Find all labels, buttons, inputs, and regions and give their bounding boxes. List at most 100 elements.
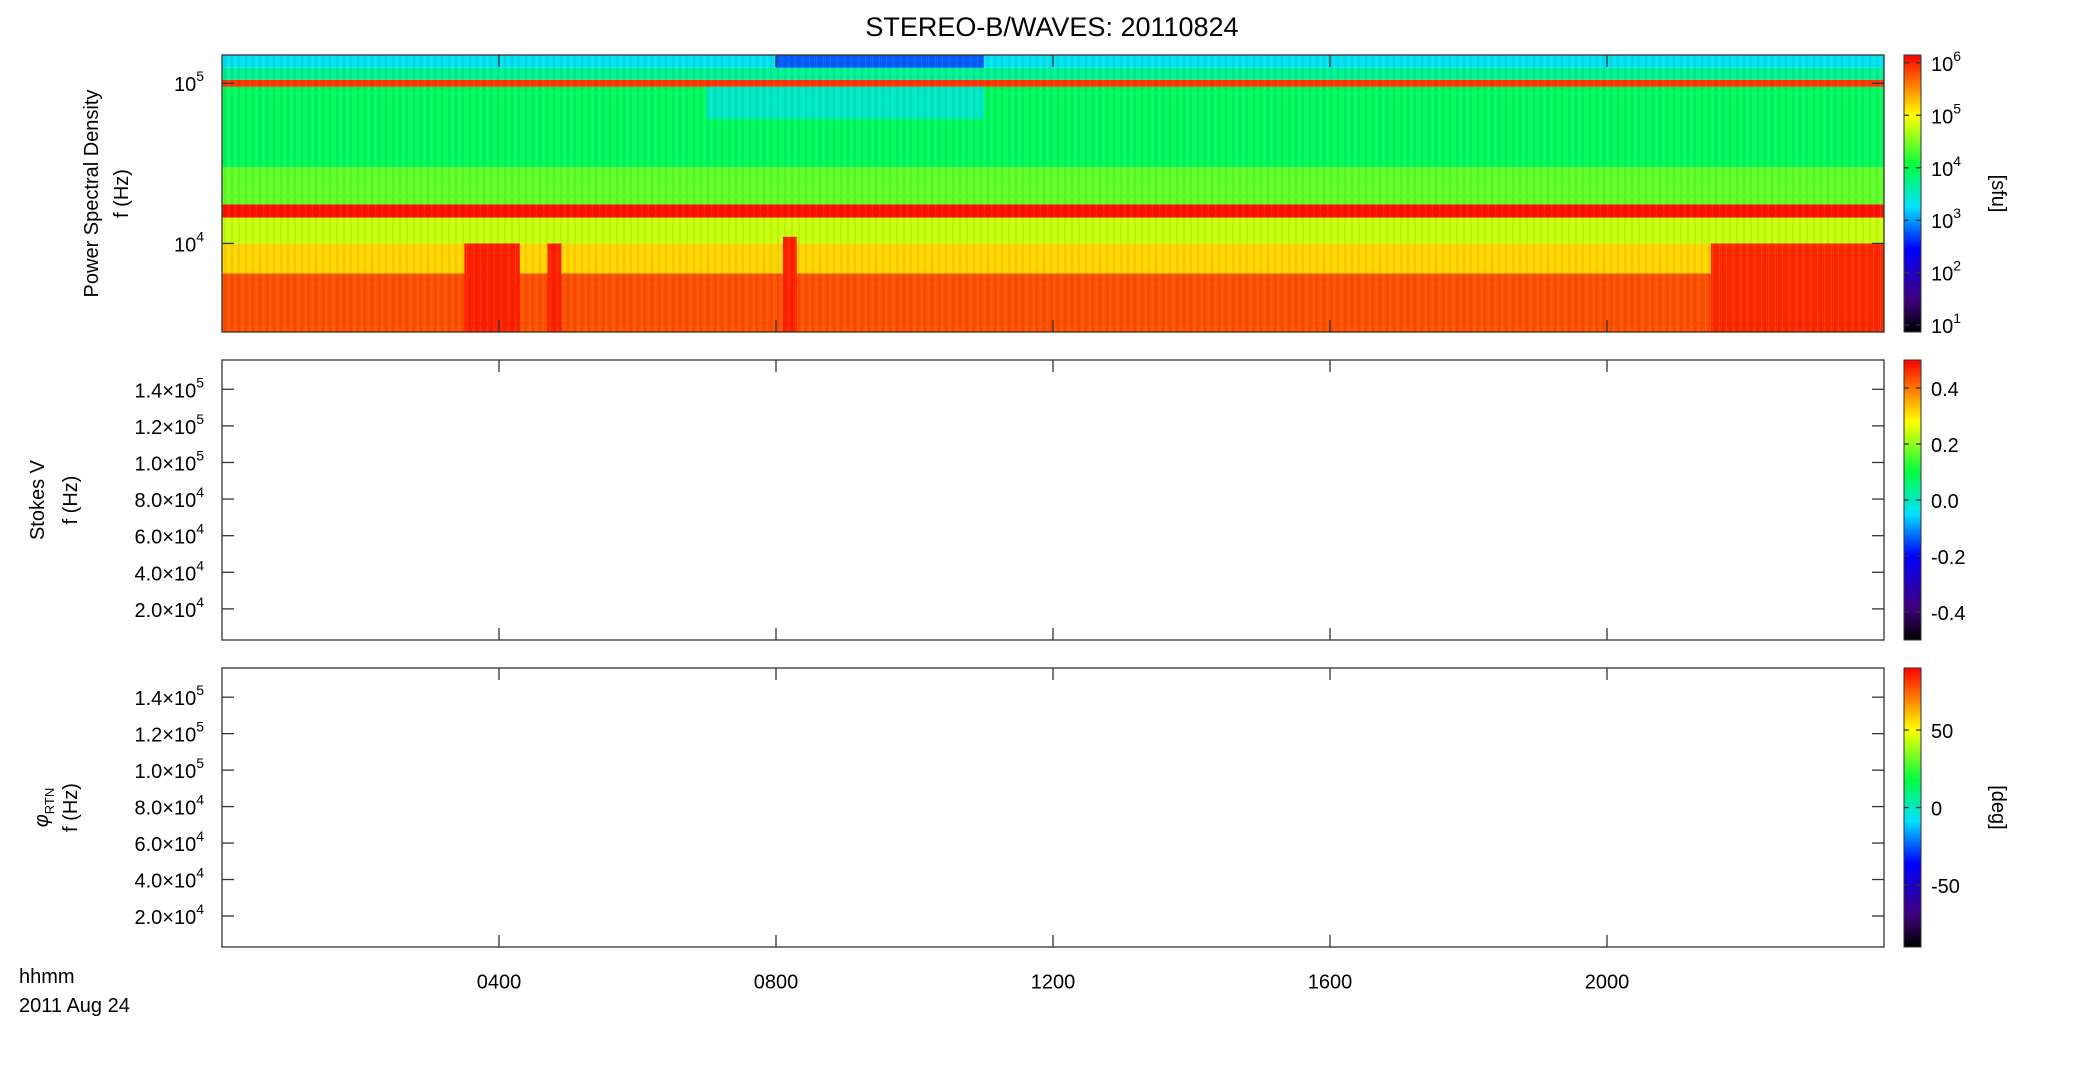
y-tick-label-base: 8.0×10 [134, 798, 196, 820]
colorbar-tick-label-base: 10 [1931, 159, 1953, 181]
chart-title: STEREO-B/WAVES: 20110824 [865, 12, 1238, 42]
x-axis-date: 2011 Aug 24 [19, 995, 130, 1017]
colorbar-tick-label-exponent: 5 [1953, 100, 1961, 116]
y-tick-label-exponent: 4 [196, 557, 204, 573]
colorbar-tick-label-base: 0.4 [1931, 379, 1959, 401]
colorbar-tick-label: 106 [1931, 48, 1961, 77]
colorbar-tick-label-base: -0.2 [1931, 547, 1965, 569]
y-axis-label: φRTN [31, 788, 57, 828]
x-tick-label: 0800 [754, 971, 799, 993]
colorbar-tick-label: 0.2 [1931, 435, 1959, 457]
y-tick-label-exponent: 5 [196, 447, 204, 463]
y-tick-label: 2.0×104 [134, 594, 204, 623]
plot-frame [221, 359, 1885, 641]
y-tick-label-exponent: 4 [196, 484, 204, 500]
y-tick-label-exponent: 4 [196, 864, 204, 880]
y-axis-label: Stokes V [27, 459, 49, 540]
y-tick-label-base: 10 [174, 74, 196, 96]
y-axis-label: f (Hz) [60, 476, 82, 525]
colorbar-tick-label-exponent: 2 [1953, 257, 1961, 273]
colorbar-tick-label: 0.4 [1931, 379, 1959, 401]
colorbar-tick-label-base: -0.4 [1931, 603, 1965, 625]
y-tick-label-exponent: 4 [196, 828, 204, 844]
y-tick-label-base: 2.0×10 [134, 600, 196, 622]
y-tick-label-base: 2.0×10 [134, 907, 196, 929]
y-tick-label-base: 1.4×10 [134, 381, 196, 403]
y-tick-label: 4.0×104 [134, 864, 204, 893]
y-tick-label-base: 8.0×10 [134, 490, 196, 512]
y-axis-symbol: φ [31, 814, 53, 827]
colorbar-tick-label-base: 10 [1931, 316, 1953, 338]
colorbar-tick-label: 102 [1931, 257, 1961, 286]
colorbar-tick-label: 0 [1931, 799, 1942, 821]
y-tick-label-base: 1.2×10 [134, 725, 196, 747]
y-tick-label-exponent: 5 [196, 374, 204, 390]
y-tick-label-base: 6.0×10 [134, 834, 196, 856]
colorbar-tick-label-exponent: 3 [1953, 205, 1961, 221]
y-tick-label-base: 10 [174, 235, 196, 257]
y-tick-label: 1.0×105 [134, 755, 204, 784]
colorbar-tick-label-exponent: 1 [1953, 310, 1961, 326]
colorbar-label: [sfu] [1987, 175, 2009, 213]
colorbar-tick-label: 0.0 [1931, 491, 1959, 513]
y-axis-label: Power Spectral Density [81, 90, 103, 298]
y-axis-label: f (Hz) [60, 783, 82, 832]
y-tick-label: 1.4×105 [134, 374, 204, 403]
x-tick-label: 1200 [1031, 971, 1076, 993]
y-tick-label-exponent: 5 [196, 68, 204, 84]
y-tick-label-base: 4.0×10 [134, 871, 196, 893]
colorbar-tick-label-exponent: 4 [1953, 152, 1961, 168]
colorbar-tick-label-base: 50 [1931, 721, 1953, 743]
texture [222, 55, 1884, 332]
colorbar-tick-label: -50 [1931, 876, 1960, 898]
y-tick-label: 1.2×105 [134, 718, 204, 747]
y-tick-label-exponent: 5 [196, 682, 204, 698]
y-tick-label: 104 [174, 228, 204, 257]
colorbar-tick-label-base: 10 [1931, 211, 1953, 233]
plot-frame [221, 667, 1885, 948]
x-tick-label: 2000 [1585, 971, 1630, 993]
y-tick-label-exponent: 4 [196, 228, 204, 244]
colorbar-tick-label: 104 [1931, 152, 1961, 181]
y-tick-label-exponent: 4 [196, 594, 204, 610]
y-tick-label: 8.0×104 [134, 484, 204, 513]
y-tick-label: 8.0×104 [134, 791, 204, 820]
colorbar-tick-label-base: 10 [1931, 107, 1953, 129]
x-tick-label: 0400 [477, 971, 522, 993]
colorbar-tick-label: 50 [1931, 721, 1953, 743]
y-tick-label: 4.0×104 [134, 557, 204, 586]
y-tick-label: 6.0×104 [134, 828, 204, 857]
colorbar-tick-label: -0.2 [1931, 547, 1965, 569]
y-tick-label-base: 1.0×10 [134, 454, 196, 476]
colorbar-label: [deg] [1987, 785, 2009, 829]
y-tick-label-exponent: 4 [196, 791, 204, 807]
x-axis-label: hhmm [19, 966, 75, 988]
y-tick-label-exponent: 5 [196, 755, 204, 771]
y-tick-label: 6.0×104 [134, 520, 204, 549]
colorbar-tick-label-base: 0.2 [1931, 435, 1959, 457]
y-tick-label-base: 1.4×10 [134, 688, 196, 710]
colorbar-tick-label-base: 10 [1931, 264, 1953, 286]
y-tick-label-exponent: 4 [196, 520, 204, 536]
y-tick-label: 1.0×105 [134, 447, 204, 476]
colorbar-tick-label: 105 [1931, 100, 1961, 129]
y-tick-label-exponent: 4 [196, 901, 204, 917]
y-tick-label-base: 1.0×10 [134, 761, 196, 783]
colorbar-tick-label-base: 0.0 [1931, 491, 1959, 513]
colorbar-tick-label-exponent: 6 [1953, 48, 1961, 64]
colorbar-tick-label-base: -50 [1931, 876, 1960, 898]
colorbar [1903, 54, 1922, 333]
y-tick-label: 1.2×105 [134, 411, 204, 440]
y-tick-label: 105 [174, 68, 204, 97]
y-tick-label: 1.4×105 [134, 682, 204, 711]
y-tick-label: 2.0×104 [134, 901, 204, 930]
y-tick-label-exponent: 5 [196, 718, 204, 734]
y-axis-label: f (Hz) [111, 169, 133, 218]
colorbar-tick-label-base: 0 [1931, 799, 1942, 821]
y-axis-subscript: RTN [42, 788, 57, 814]
colorbar-tick-label: 101 [1931, 310, 1961, 339]
y-tick-label-base: 1.2×10 [134, 417, 196, 439]
y-tick-label-base: 6.0×10 [134, 527, 196, 549]
